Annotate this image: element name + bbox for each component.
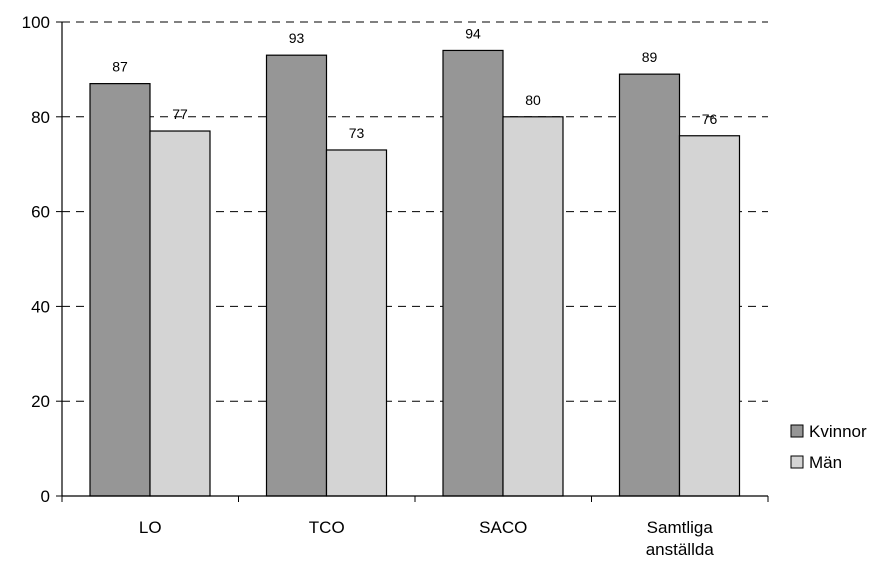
data-label: 89 <box>642 49 658 65</box>
y-tick-label: 0 <box>41 487 50 506</box>
bar-kvinnor <box>442 49 504 497</box>
category-label-line: LO <box>139 518 162 537</box>
y-tick-label: 40 <box>31 297 50 316</box>
bar-män <box>149 130 211 497</box>
axes: LO TCO SACO Samtliga anställda 0 20 40 60 80 100 <box>22 13 769 559</box>
bars <box>89 49 741 497</box>
category-label: LO <box>139 518 162 537</box>
data-label: 94 <box>465 25 481 41</box>
category-label: SACO <box>479 518 527 537</box>
category-label: Samtliga anställda <box>646 518 715 559</box>
bar-kvinnor <box>265 54 328 497</box>
data-label: 76 <box>702 111 718 127</box>
legend-label: Män <box>809 453 842 472</box>
legend-swatch <box>790 424 804 438</box>
category-label-line: anställda <box>646 540 715 559</box>
category-label-line: TCO <box>309 518 345 537</box>
y-tick-label: 20 <box>31 392 50 411</box>
category-label: TCO <box>309 518 345 537</box>
legend-swatch <box>790 455 804 469</box>
category-label-line: Samtliga <box>647 518 714 537</box>
y-tick-label: 100 <box>22 13 50 32</box>
data-labels: 87 77 93 73 94 80 89 76 <box>112 25 717 141</box>
bar-män <box>502 116 564 497</box>
data-label: 73 <box>349 125 365 141</box>
y-tick-label: 60 <box>31 203 50 222</box>
data-label: 77 <box>172 106 188 122</box>
bar-män <box>678 135 741 497</box>
bar-män <box>325 149 388 497</box>
data-label: 87 <box>112 59 128 75</box>
y-tick-label: 80 <box>31 108 50 127</box>
legend-label: Kvinnor <box>809 422 867 441</box>
category-label-line: SACO <box>479 518 527 537</box>
bar-kvinnor <box>618 73 681 497</box>
legend: Kvinnor Män <box>790 422 867 472</box>
bar-kvinnor <box>89 83 151 497</box>
data-label: 80 <box>525 92 541 108</box>
data-label: 93 <box>289 30 305 46</box>
